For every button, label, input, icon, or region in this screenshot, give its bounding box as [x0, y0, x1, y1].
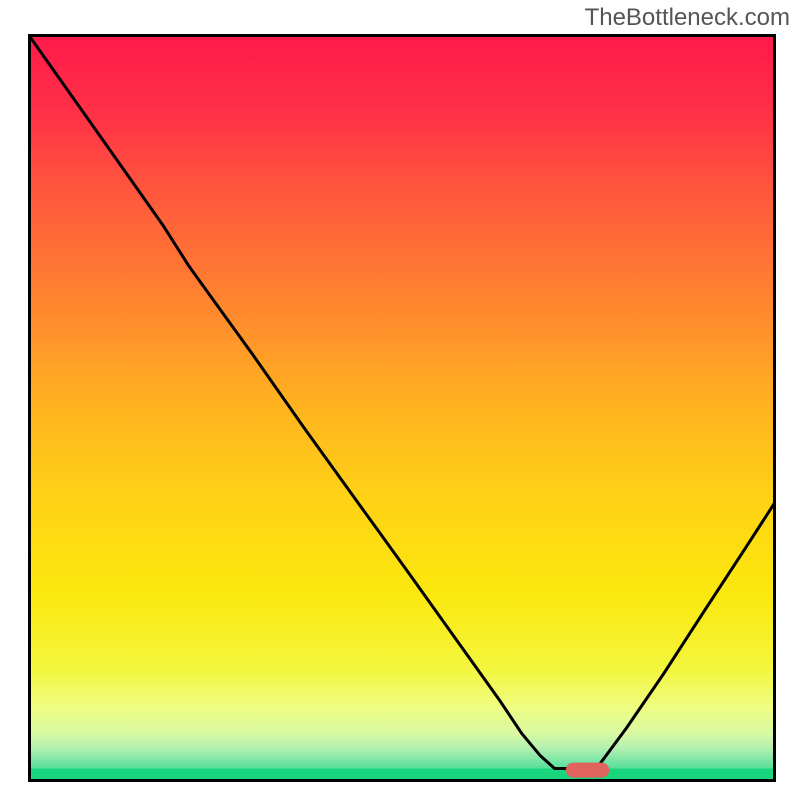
watermark-text: TheBottleneck.com [585, 4, 790, 32]
chart-stage: TheBottleneck.com [0, 0, 800, 800]
plot-border [28, 34, 776, 782]
plot-area [28, 34, 776, 782]
